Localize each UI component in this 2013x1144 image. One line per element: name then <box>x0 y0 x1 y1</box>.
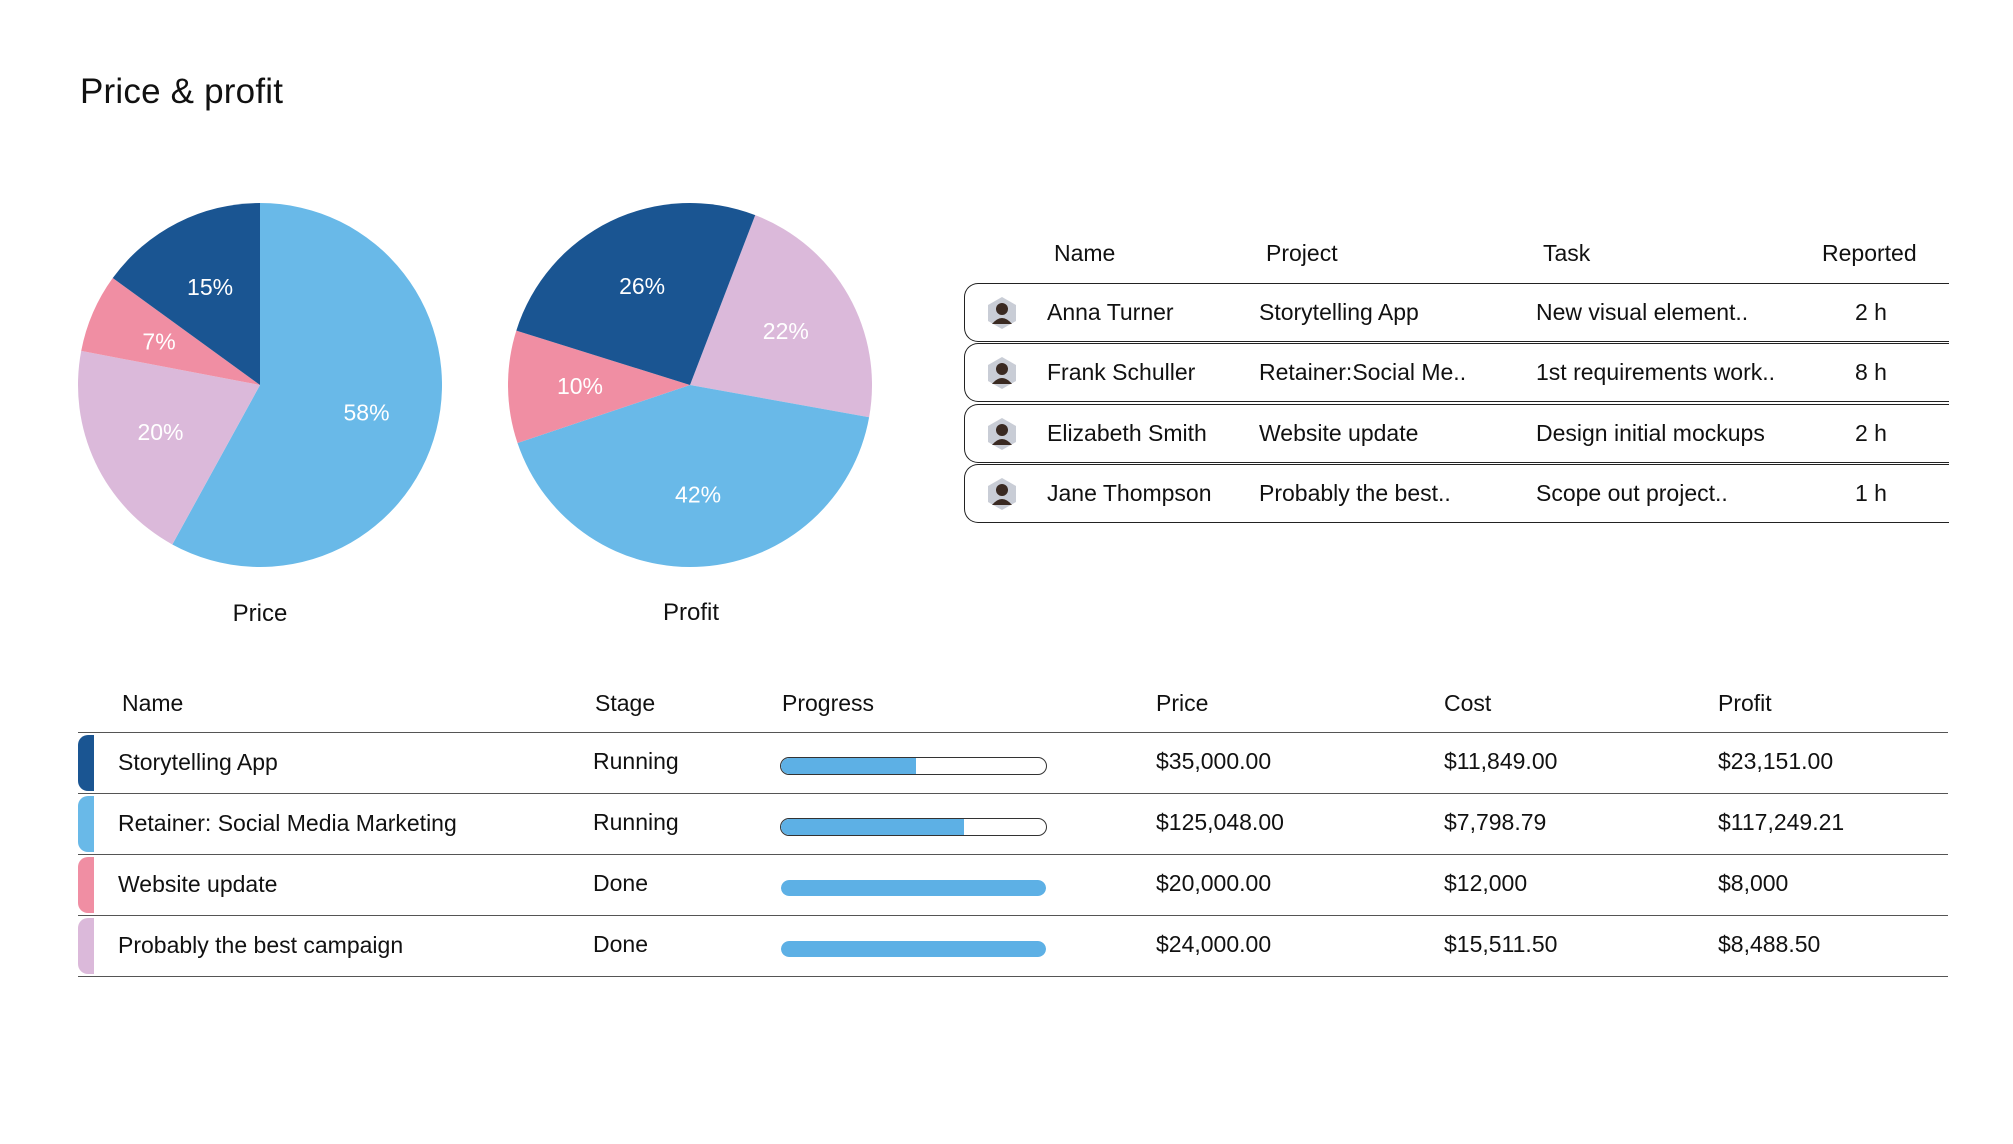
project-price: $125,048.00 <box>1156 809 1284 835</box>
project-profit: $8,488.50 <box>1718 931 1821 957</box>
pie-slice <box>690 215 872 418</box>
project-name: Probably the best campaign <box>118 932 404 958</box>
project-color-tab <box>78 918 94 974</box>
report-hours: 8 h <box>1855 359 1887 385</box>
project-profit: $8,000 <box>1718 870 1789 896</box>
progress-bar <box>780 940 1047 958</box>
pie-slice-label: 20% <box>137 419 183 445</box>
project-row[interactable]: Retainer: Social Media Marketing Running… <box>78 794 1948 855</box>
report-project: Probably the best.. <box>1259 480 1451 506</box>
project-stage: Running <box>593 809 679 835</box>
report-hours: 2 h <box>1855 420 1887 446</box>
projects-header-cost[interactable]: Cost <box>1444 690 1492 716</box>
report-project: Storytelling App <box>1259 299 1419 325</box>
pie-slice <box>81 278 260 385</box>
report-row[interactable]: Frank Schuller Retainer:Social Me.. 1st … <box>964 343 1949 402</box>
progress-fill <box>781 819 964 835</box>
report-name: Anna Turner <box>1047 299 1174 325</box>
pie-slice <box>172 203 442 567</box>
page-title: Price & profit <box>80 72 284 111</box>
pie-slice <box>517 385 870 567</box>
project-profit: $23,151.00 <box>1718 748 1834 774</box>
avatar-icon <box>988 357 1016 389</box>
report-project: Website update <box>1259 420 1419 446</box>
project-name: Retainer: Social Media Marketing <box>118 810 457 836</box>
profit-pie-chart: 22% 42% 10% 26% <box>508 203 872 567</box>
project-color-tab <box>78 857 94 913</box>
report-project: Retainer:Social Me.. <box>1259 359 1467 385</box>
report-row[interactable]: Elizabeth Smith Website update Design in… <box>964 404 1949 463</box>
avatar-icon <box>988 478 1016 510</box>
project-cost: $12,000 <box>1444 870 1528 896</box>
project-stage: Done <box>593 870 648 896</box>
progress-bar <box>780 818 1047 836</box>
avatar-icon <box>988 297 1016 329</box>
projects-header-name[interactable]: Name <box>122 690 184 716</box>
project-row[interactable]: Probably the best campaign Done $24,000.… <box>78 916 1948 977</box>
report-name: Frank Schuller <box>1047 359 1196 385</box>
projects-header-stage[interactable]: Stage <box>595 690 656 716</box>
report-hours: 2 h <box>1855 299 1887 325</box>
progress-bar <box>780 757 1047 775</box>
projects-header-profit[interactable]: Profit <box>1718 690 1772 716</box>
project-profit: $117,249.21 <box>1718 809 1845 835</box>
pie-slice <box>78 350 260 545</box>
price-pie-caption: Price <box>232 600 288 627</box>
projects-table-divider <box>78 732 1948 733</box>
pie-slice-label: 10% <box>557 373 603 399</box>
avatar-icon <box>988 418 1016 450</box>
projects-header-price[interactable]: Price <box>1156 690 1209 716</box>
reports-header-task[interactable]: Task <box>1543 240 1591 266</box>
pie-slice <box>112 203 260 385</box>
project-cost: $15,511.50 <box>1444 931 1558 957</box>
profit-pie-caption: Profit <box>662 599 719 626</box>
report-row[interactable]: Anna Turner Storytelling App New visual … <box>964 283 1949 342</box>
project-price: $20,000.00 <box>1156 870 1272 896</box>
progress-fill <box>781 758 917 774</box>
report-task: Scope out project.. <box>1536 480 1728 506</box>
report-task: 1st requirements work.. <box>1536 359 1776 385</box>
pie-slice-label: 26% <box>619 273 665 299</box>
pie-slice-label: 7% <box>142 328 175 354</box>
pie-slice-label: 42% <box>675 482 721 508</box>
report-row[interactable]: Jane Thompson Probably the best.. Scope … <box>964 464 1949 523</box>
project-price: $35,000.00 <box>1156 748 1272 774</box>
project-color-tab <box>78 735 94 791</box>
report-task: Design initial mockups <box>1536 420 1765 446</box>
report-name: Elizabeth Smith <box>1047 420 1207 446</box>
project-row[interactable]: Storytelling App Running $35,000.00 $11,… <box>78 733 1948 794</box>
reports-header-reported[interactable]: Reported <box>1822 240 1917 266</box>
reports-header-name[interactable]: Name <box>1054 240 1116 266</box>
project-cost: $7,798.79 <box>1444 809 1547 835</box>
project-cost: $11,849.00 <box>1444 748 1558 774</box>
project-name: Storytelling App <box>118 749 278 775</box>
price-pie-chart: 58% 20% 7% 15% <box>78 203 442 567</box>
project-name: Website update <box>118 871 278 897</box>
project-stage: Done <box>593 931 648 957</box>
report-task: New visual element.. <box>1536 299 1749 325</box>
pie-slice-label: 22% <box>763 318 809 344</box>
pie-slice-label: 58% <box>344 399 390 425</box>
report-hours: 1 h <box>1855 480 1887 506</box>
progress-fill <box>781 941 1046 957</box>
pie-slice-label: 15% <box>187 274 233 300</box>
pie-slice <box>516 203 756 385</box>
progress-bar <box>780 879 1047 897</box>
report-name: Jane Thompson <box>1047 480 1212 506</box>
project-color-tab <box>78 796 94 852</box>
reports-header-project[interactable]: Project <box>1266 240 1338 266</box>
project-stage: Running <box>593 748 679 774</box>
pie-slice <box>508 330 690 444</box>
progress-fill <box>781 880 1046 896</box>
projects-header-progress[interactable]: Progress <box>782 690 875 716</box>
project-price: $24,000.00 <box>1156 931 1272 957</box>
project-row[interactable]: Website update Done $20,000.00 $12,000 $… <box>78 855 1948 916</box>
